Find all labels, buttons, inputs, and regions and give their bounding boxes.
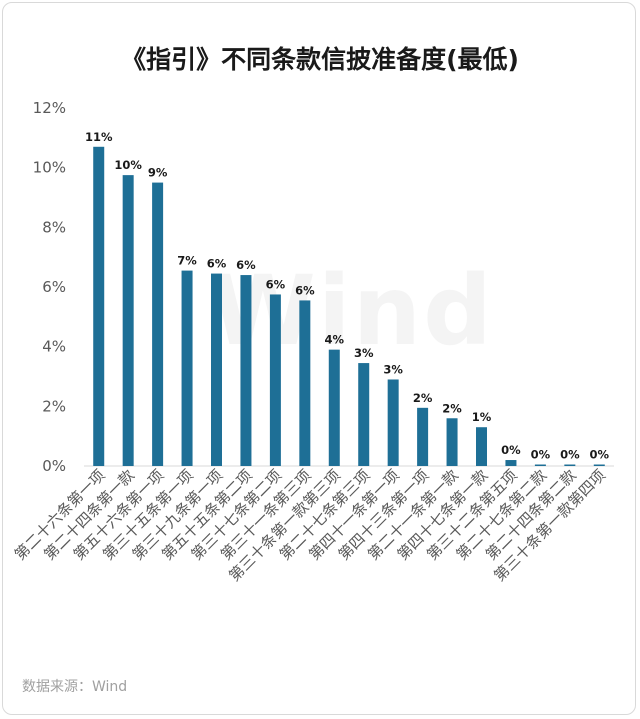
- data-label: 6%: [236, 258, 256, 272]
- bar: [328, 349, 340, 466]
- data-label: 0%: [501, 443, 521, 457]
- data-label: 2%: [413, 391, 433, 405]
- y-tick-label: 8%: [42, 218, 66, 236]
- data-label: 0%: [590, 448, 610, 462]
- bar: [593, 464, 605, 466]
- data-label: 10%: [114, 158, 142, 172]
- data-label: 0%: [531, 448, 551, 462]
- bar: [476, 427, 487, 466]
- bar: [240, 275, 252, 466]
- y-tick-label: 6%: [42, 278, 66, 296]
- data-source: 数据来源：Wind: [22, 679, 128, 695]
- bar: [564, 464, 576, 466]
- bar: [505, 460, 517, 466]
- data-label: 3%: [354, 346, 374, 360]
- data-label: 6%: [207, 257, 227, 271]
- y-tick-label: 0%: [42, 457, 66, 475]
- bar: [358, 363, 370, 466]
- data-label: 0%: [560, 448, 580, 462]
- y-tick-label: 4%: [42, 338, 66, 356]
- bar: [93, 146, 105, 467]
- y-tick-label: 10%: [33, 159, 66, 177]
- data-label: 3%: [383, 362, 403, 376]
- bar: [211, 273, 222, 466]
- bar: [534, 464, 546, 466]
- data-label: 4%: [325, 333, 345, 347]
- data-label: 6%: [266, 277, 286, 291]
- bar: [446, 418, 458, 466]
- data-label: 2%: [442, 401, 462, 415]
- bar: [122, 175, 134, 466]
- data-label: 6%: [295, 283, 315, 297]
- data-label: 7%: [177, 254, 197, 268]
- data-label: 1%: [472, 410, 492, 424]
- data-label: 9%: [148, 166, 168, 180]
- bar: [387, 379, 399, 466]
- y-tick-label: 2%: [42, 397, 66, 415]
- bar: [299, 300, 311, 466]
- data-label: 11%: [85, 130, 113, 144]
- chart-title: 《指引》不同条款信披准备度(最低): [121, 45, 519, 74]
- bar: [152, 182, 164, 467]
- bar: [181, 270, 193, 466]
- bar: [417, 407, 429, 466]
- wind-watermark: Wind: [210, 255, 494, 367]
- bar: [269, 294, 281, 466]
- y-tick-label: 12%: [33, 99, 66, 117]
